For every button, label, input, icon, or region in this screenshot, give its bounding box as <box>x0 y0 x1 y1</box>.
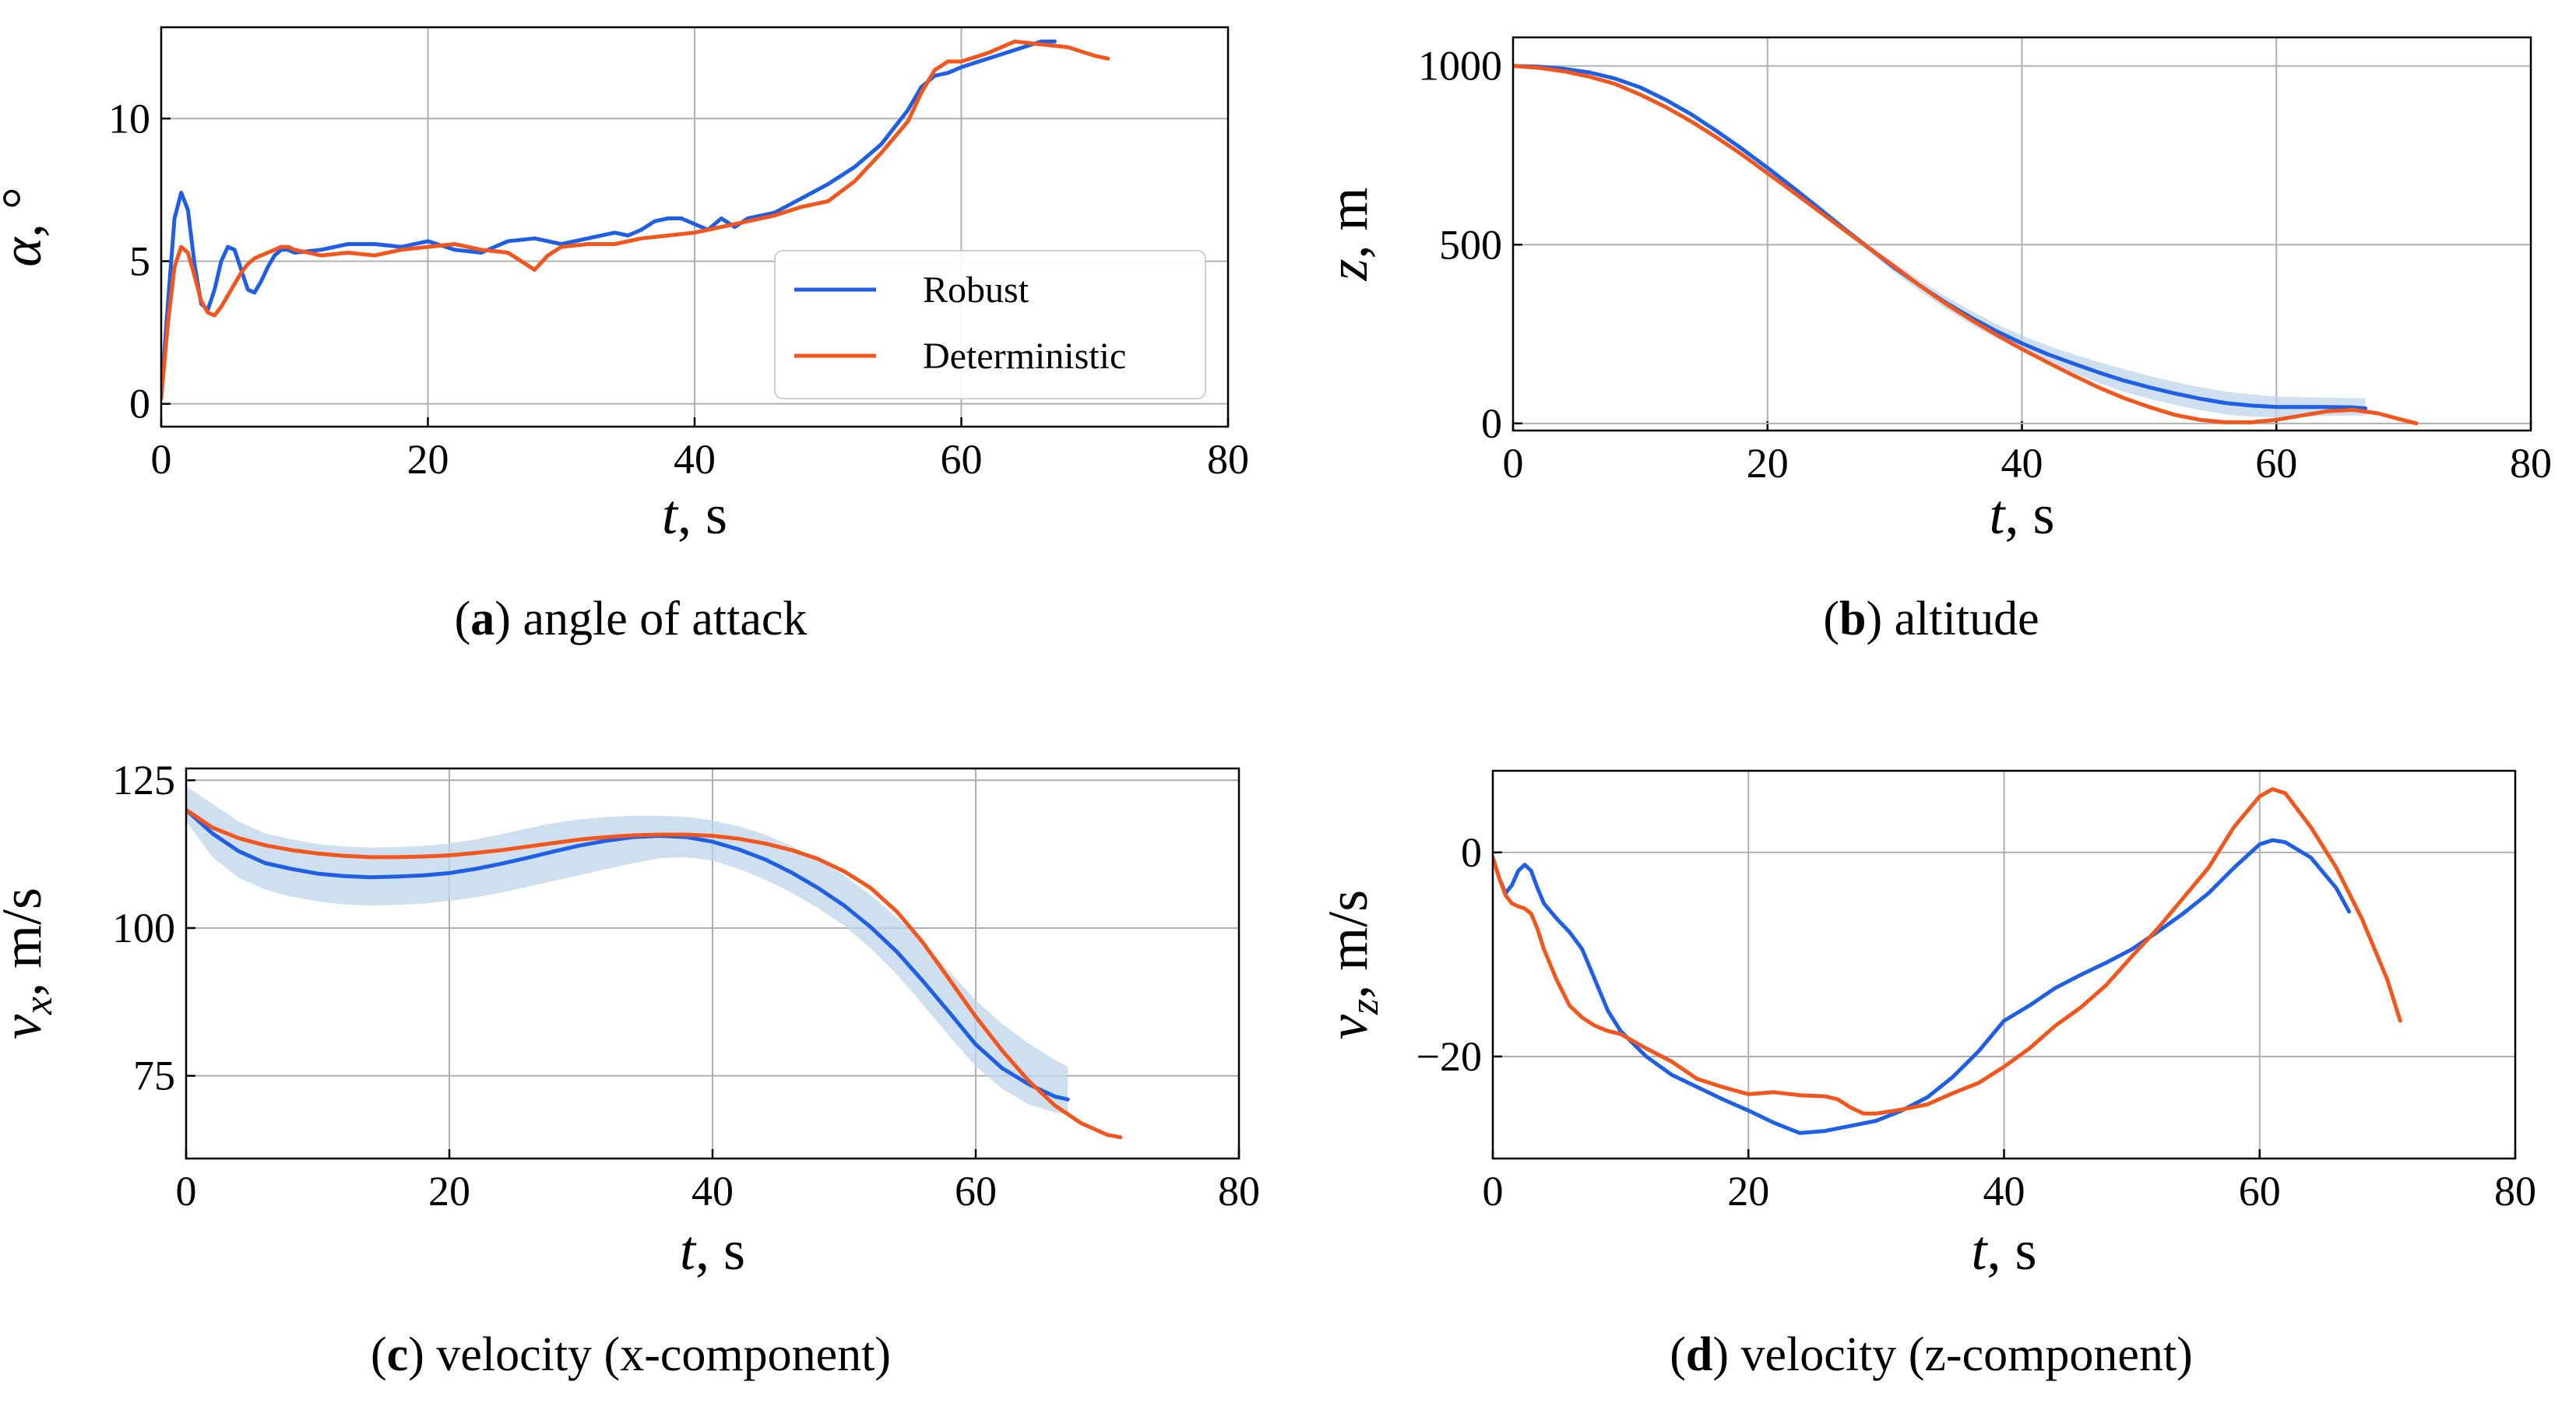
y-tick-label: 75 <box>133 1053 175 1099</box>
x-tick-label: 20 <box>1747 440 1789 487</box>
y-tick-label: 10 <box>108 95 150 142</box>
x-tick-label: 0 <box>151 436 172 483</box>
x-tick-label: 0 <box>176 1168 197 1215</box>
legend-box <box>774 250 1206 399</box>
uncertainty-band-robust <box>186 786 1068 1115</box>
x-axis-label: t, s <box>1989 483 2054 546</box>
legend-robust-label: Robust <box>923 269 1029 311</box>
x-tick-label: 60 <box>2239 1168 2281 1215</box>
plot-area <box>1493 787 2402 1135</box>
plot-area <box>186 786 1123 1140</box>
legend: Robust Deterministic <box>774 250 1206 399</box>
series-line-robust <box>1513 64 2368 410</box>
panel-caption: (c) velocity (x-component) <box>371 1328 891 1381</box>
x-tick-label: 60 <box>955 1168 997 1215</box>
x-tick-label: 20 <box>428 1168 470 1215</box>
x-tick-label: 60 <box>2255 440 2297 487</box>
y-axis-label: vz, m/s <box>1317 890 1387 1039</box>
axes-frame <box>1491 769 2517 1160</box>
y-tick-label: 100 <box>112 905 175 951</box>
y-tick-label: 0 <box>1481 400 1502 447</box>
x-tick-label: 20 <box>407 436 449 483</box>
uncertainty-band-robust <box>1513 65 2366 417</box>
panel-caption: (a) angle of attack <box>455 592 808 645</box>
axes-frame <box>160 26 1230 428</box>
x-axis-label: t, s <box>680 1219 745 1282</box>
y-tick-label: 1000 <box>1418 43 1502 90</box>
axes-frame <box>185 767 1240 1160</box>
y-tick-label: 500 <box>1439 221 1502 268</box>
y-axis-label: vx, m/s <box>0 888 61 1039</box>
legend-deterministic-label: Deterministic <box>923 336 1126 377</box>
panel-d: 0 20 40 60 80 −20 0 t, s vz, m/s (d) velocity (z-… <box>1317 769 2536 1381</box>
plot-area <box>161 39 1110 400</box>
x-tick-label: 40 <box>2001 440 2043 487</box>
y-tick-label: 125 <box>112 757 175 803</box>
x-tick-label: 80 <box>2510 440 2552 487</box>
axes-frame <box>1511 36 2532 432</box>
x-tick-label: 0 <box>1483 1168 1504 1215</box>
y-tick-label: 0 <box>1461 829 1482 876</box>
y-axis-label: z, m <box>1317 187 1379 281</box>
x-tick-label: 40 <box>692 1168 734 1215</box>
series-line-robust <box>1493 838 2352 1135</box>
x-axis-label: t, s <box>662 483 727 546</box>
series-line-deterministic <box>186 807 1123 1140</box>
panel-caption: (b) altitude <box>1823 592 2039 645</box>
plot-area <box>1513 64 2419 426</box>
x-tick-label: 80 <box>1218 1168 1260 1215</box>
y-tick-label: 0 <box>129 381 150 427</box>
panel-b: 0 20 40 60 80 0 500 1000 t, s z, m (b) altitude <box>1317 36 2552 645</box>
x-tick-label: 60 <box>941 436 983 483</box>
y-tick-label: −20 <box>1416 1033 1482 1080</box>
x-tick-label: 40 <box>1983 1168 2025 1215</box>
x-tick-label: 0 <box>1503 440 1524 487</box>
x-tick-label: 20 <box>1727 1168 1769 1215</box>
series-line-deterministic <box>1513 64 2419 426</box>
series-line-deterministic <box>161 39 1110 400</box>
panel-c: 0 20 40 60 80 75 100 125 t, s vx, m/s (c) velocity… <box>0 757 1260 1381</box>
panel-a: 0 20 40 60 80 0 5 10 t, s α, ° (a) angle of attack… <box>0 26 1249 645</box>
x-axis-label: t, s <box>1971 1219 2036 1282</box>
x-tick-label: 80 <box>2494 1168 2536 1215</box>
series-line-robust <box>161 39 1057 398</box>
y-axis-label: α, ° <box>0 187 53 267</box>
panel-caption: (d) velocity (z-component) <box>1670 1328 2192 1381</box>
series-line-deterministic <box>1493 787 2402 1116</box>
y-tick-label: 5 <box>129 237 150 284</box>
x-tick-label: 40 <box>674 436 716 483</box>
x-tick-label: 80 <box>1207 436 1249 483</box>
